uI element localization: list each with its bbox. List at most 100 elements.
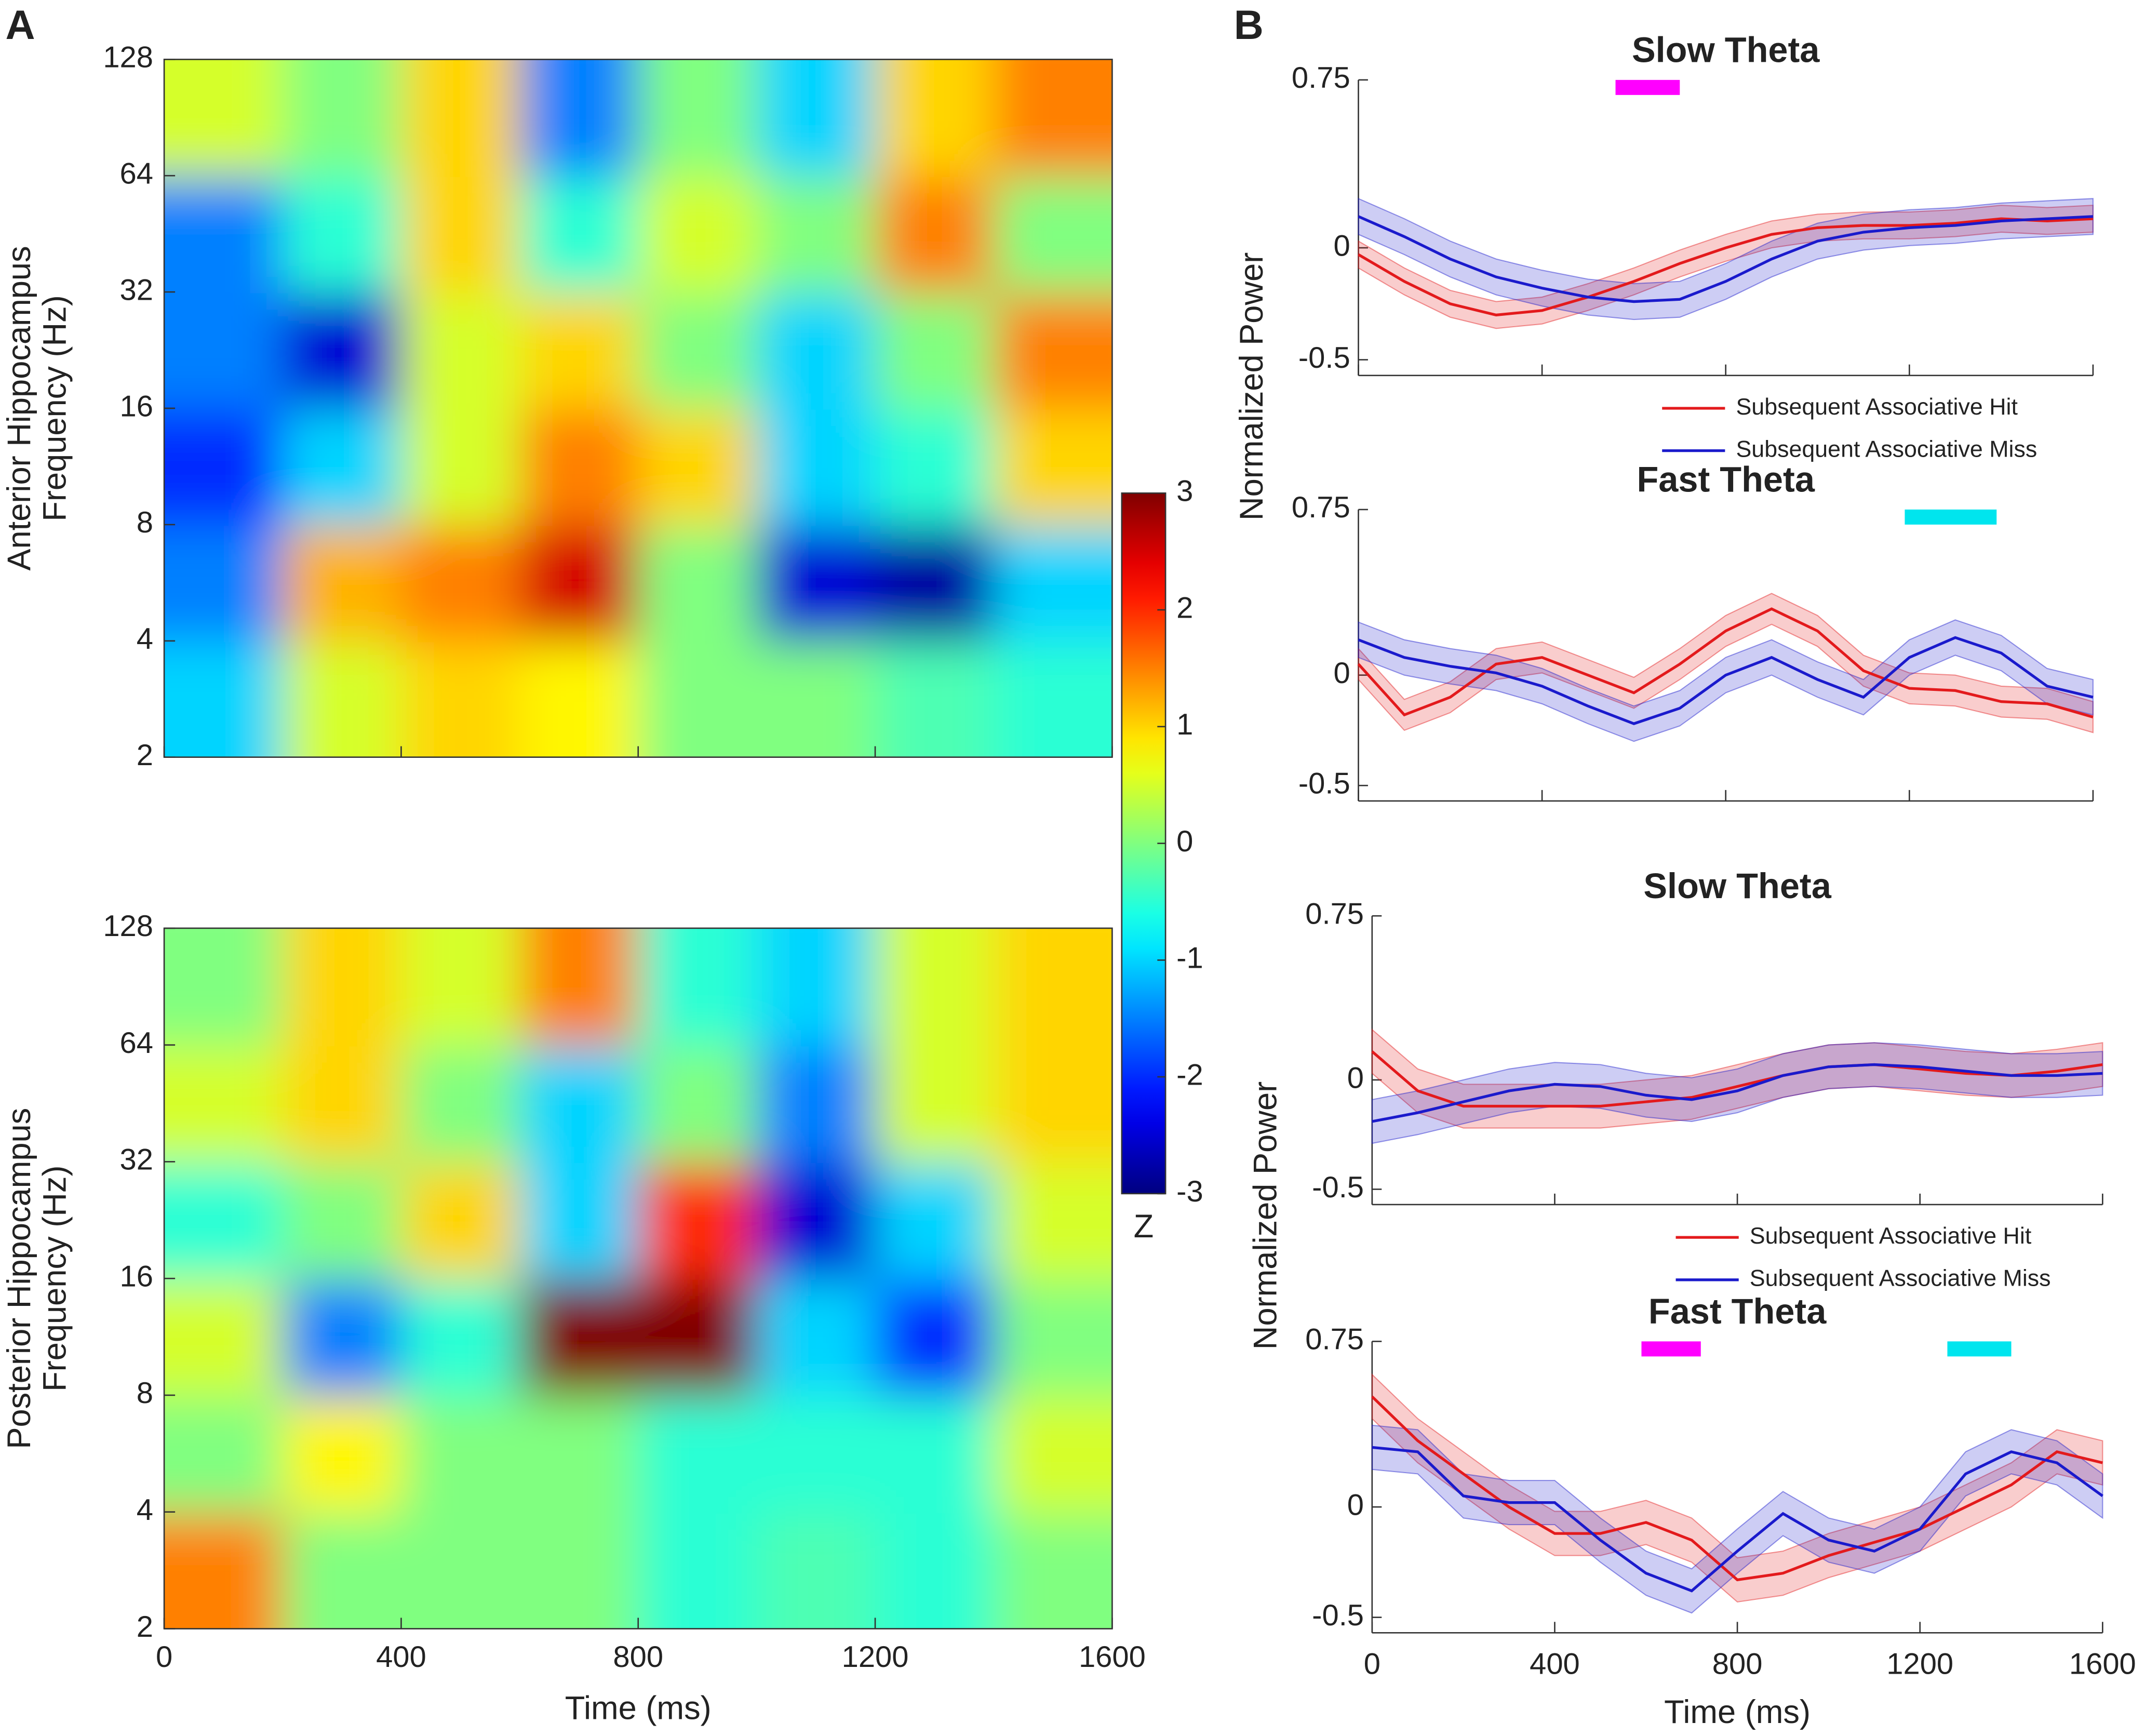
heatmap-cell bbox=[519, 408, 640, 526]
panel-label: B bbox=[1234, 2, 1264, 48]
heatmap-cell bbox=[401, 1045, 521, 1164]
heatmap-cell bbox=[875, 1278, 995, 1397]
x-tick-label: 1200 bbox=[1886, 1647, 1953, 1680]
series-line bbox=[1358, 215, 2094, 303]
x-axis-label: Time (ms) bbox=[565, 1690, 712, 1726]
heatmap-cell bbox=[519, 524, 640, 643]
chart-title: Fast Theta bbox=[1648, 1291, 1827, 1331]
heatmap-area bbox=[164, 928, 1112, 1629]
colorbar-label: Z bbox=[1134, 1208, 1154, 1245]
heatmap-cell bbox=[875, 176, 995, 293]
heatmap-cell bbox=[756, 640, 877, 757]
y-tick-label: -0.5 bbox=[1312, 1599, 1364, 1632]
legend-label: Subsequent Associative Hit bbox=[1750, 1223, 2032, 1249]
heatmap-cell bbox=[994, 640, 1112, 757]
heatmap-cell bbox=[401, 1161, 521, 1280]
chart-title: Slow Theta bbox=[1632, 30, 1820, 70]
heatmap-area bbox=[164, 59, 1112, 757]
heatmap-cell bbox=[164, 408, 284, 526]
series-line bbox=[1358, 636, 2094, 725]
x-tick-label: 400 bbox=[1530, 1647, 1580, 1680]
y-tick-label: 32 bbox=[120, 273, 153, 306]
heatmap-cell bbox=[756, 1395, 877, 1514]
heatmap-cell bbox=[756, 292, 877, 410]
heatmap-cell bbox=[519, 1278, 640, 1397]
heatmap-cell bbox=[164, 1395, 284, 1514]
series-line bbox=[1358, 217, 2094, 317]
heatmap-cell bbox=[994, 59, 1112, 177]
y-tick-label: -0.5 bbox=[1298, 767, 1350, 800]
error-band bbox=[1371, 1028, 2103, 1129]
heatmap-cell bbox=[875, 408, 995, 526]
heatmap-cell bbox=[164, 524, 284, 643]
colorbar-tick-label: 3 bbox=[1176, 475, 1193, 508]
y-tick-label: 16 bbox=[120, 390, 153, 423]
error-band bbox=[1371, 1373, 2103, 1603]
heatmap-cell bbox=[756, 1045, 877, 1164]
heatmap-cell bbox=[283, 292, 403, 410]
chart-title: Fast Theta bbox=[1637, 460, 1815, 500]
heatmap-cell bbox=[519, 1395, 640, 1514]
x-axis-label: Time (ms) bbox=[1664, 1694, 1811, 1730]
error-band bbox=[1358, 593, 2094, 733]
heatmap-cell bbox=[164, 1161, 284, 1280]
y-tick-label: 2 bbox=[137, 1610, 153, 1644]
legend-label: Subsequent Associative Hit bbox=[1736, 394, 2018, 420]
heatmap-cell bbox=[283, 1161, 403, 1280]
colorbar-tick-label: -1 bbox=[1176, 942, 1203, 975]
heatmap-cell bbox=[756, 928, 877, 1047]
heatmap-cell bbox=[994, 292, 1112, 410]
series-line bbox=[1371, 1395, 2103, 1582]
colorbar-tick-label: -2 bbox=[1176, 1058, 1203, 1091]
heatmap-cell bbox=[401, 292, 521, 410]
y-tick-label: -0.5 bbox=[1312, 1171, 1364, 1204]
heatmap-cell bbox=[519, 59, 640, 177]
x-tick-label: 800 bbox=[613, 1640, 663, 1674]
y-tick-label: 8 bbox=[137, 1377, 153, 1410]
heatmap-cell bbox=[875, 524, 995, 643]
heatmap-cell bbox=[638, 1045, 758, 1164]
series-line bbox=[1357, 607, 2094, 718]
heatmap-cell bbox=[283, 59, 403, 177]
y-tick-label: 0 bbox=[1333, 229, 1350, 262]
series-line bbox=[1371, 1050, 2103, 1108]
y-tick-label: 0.75 bbox=[1305, 1323, 1364, 1356]
heatmap-cell bbox=[283, 1512, 403, 1629]
heatmap-cell bbox=[401, 59, 521, 177]
heatmap-cell bbox=[638, 1161, 758, 1280]
y-tick-label: 4 bbox=[137, 622, 153, 656]
legend-label: Subsequent Associative Miss bbox=[1750, 1265, 2051, 1291]
heatmap-cell bbox=[401, 928, 521, 1047]
heatmap-cell bbox=[164, 1278, 284, 1397]
x-tick-label: 0 bbox=[1364, 1647, 1380, 1680]
heatmap-cell bbox=[519, 1512, 640, 1629]
colorbar-tick-label: 2 bbox=[1176, 591, 1193, 624]
heatmap-cell bbox=[519, 928, 640, 1047]
heatmap-cell bbox=[164, 1045, 284, 1164]
heatmap-cells bbox=[164, 59, 1112, 757]
error-band bbox=[1371, 1424, 2103, 1614]
heatmap-cell bbox=[401, 1278, 521, 1397]
heatmap-cell bbox=[875, 1395, 995, 1514]
heatmap-cell bbox=[283, 1395, 403, 1514]
heatmap-cell bbox=[638, 1278, 758, 1397]
heatmap-cell bbox=[401, 1395, 521, 1514]
y-axis-label: Anterior Hippocampus bbox=[1, 246, 37, 570]
heatmap-cell bbox=[875, 1161, 995, 1280]
heatmap-cell bbox=[875, 928, 995, 1047]
heatmap-cell bbox=[283, 640, 403, 757]
heatmap-cell bbox=[283, 928, 403, 1047]
y-tick-label: 32 bbox=[120, 1143, 153, 1177]
y-tick-label: 0 bbox=[1347, 1061, 1364, 1094]
heatmap-cell bbox=[519, 176, 640, 293]
y-tick-label: 0.75 bbox=[1305, 897, 1364, 930]
heatmap-cell bbox=[164, 176, 284, 293]
heatmap-cell bbox=[994, 1045, 1112, 1164]
heatmap-cell bbox=[401, 524, 521, 643]
heatmap-cell bbox=[283, 1045, 403, 1164]
heatmap-cell bbox=[638, 176, 758, 293]
y-tick-label: 128 bbox=[103, 910, 153, 943]
y-tick-label: 128 bbox=[103, 41, 153, 74]
